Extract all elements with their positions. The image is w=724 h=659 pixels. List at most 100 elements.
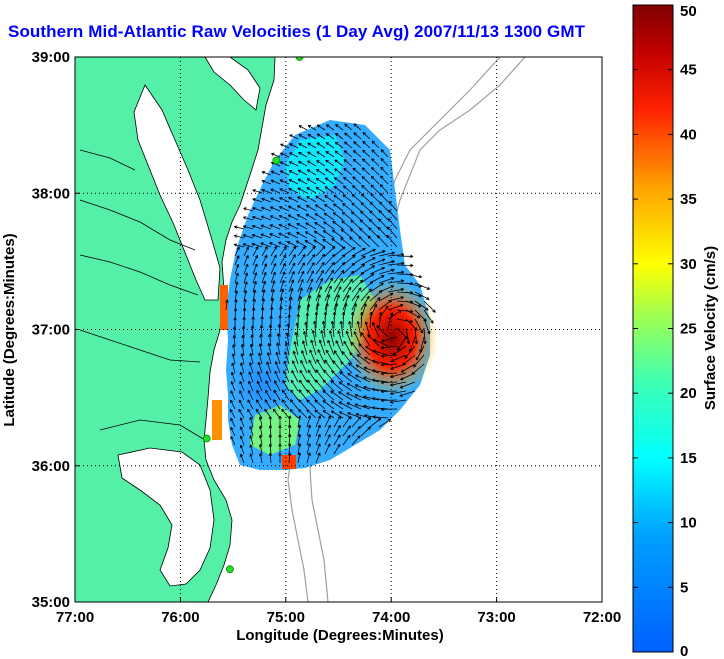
velocity-arrow [273, 389, 281, 401]
velocity-arrow [324, 415, 331, 428]
velocity-arrow [278, 241, 290, 248]
velocity-arrow [243, 298, 247, 311]
velocity-arrow [330, 410, 344, 419]
velocity-arrow [344, 141, 353, 149]
velocity-arrow [268, 434, 273, 446]
velocity-arrow [358, 343, 371, 356]
velocity-arrow [361, 176, 371, 185]
velocity-arrow [239, 444, 245, 455]
velocity-arrow [324, 177, 335, 185]
velocity-arrow [288, 187, 299, 194]
velocity-arrow [380, 407, 398, 412]
velocity-arrow [342, 416, 352, 428]
velocity-arrow [259, 334, 263, 347]
velocity-arrow [351, 271, 365, 284]
x-axis-label: Longitude (Degrees:Minutes) [236, 627, 444, 644]
velocity-arrow [288, 279, 295, 293]
velocity-arrow [284, 341, 290, 356]
velocity-arrow [273, 399, 281, 410]
velocity-arrow [270, 271, 276, 284]
velocity-arrow [289, 152, 299, 158]
velocity-arrow [256, 389, 263, 401]
velocity-arrow [423, 318, 431, 335]
velocity-arrow [258, 343, 263, 356]
velocity-arrow [356, 354, 371, 365]
velocity-arrow [231, 353, 236, 365]
velocity-arrow [369, 210, 380, 221]
velocity-arrow [405, 309, 421, 319]
velocity-arrow [323, 212, 335, 221]
velocity-arrow [371, 406, 389, 410]
velocity-arrow [305, 312, 310, 329]
velocity-arrow [400, 372, 416, 381]
velocity-arrow [288, 196, 299, 203]
velocity-arrow [355, 364, 371, 374]
velocity-arrow [299, 369, 308, 383]
velocity-arrow [252, 198, 263, 203]
velocity-arrow [323, 221, 335, 230]
velocity-arrow [334, 141, 344, 149]
velocity-arrow [414, 282, 431, 290]
velocity-arrow [270, 197, 281, 203]
colorbar-label: Surface Velocity (cm/s) [702, 246, 719, 410]
velocity-arrow [288, 254, 296, 266]
velocity-arrow [364, 414, 380, 419]
velocity-arrow [259, 325, 264, 338]
velocity-arrow [283, 370, 290, 383]
radar-station [295, 57, 304, 61]
velocity-arrow [352, 158, 362, 167]
velocity-arrow [351, 202, 362, 212]
york-river [79, 254, 199, 296]
velocity-arrow [330, 400, 344, 410]
velocity-arrow [335, 132, 344, 140]
velocity-arrow [372, 415, 389, 419]
velocity-arrow [380, 363, 398, 367]
velocity-arrow [239, 435, 245, 446]
velocity-arrow [343, 150, 353, 158]
potomac-river [79, 149, 136, 171]
velocity-arrow [344, 123, 353, 131]
velocity-arrow [297, 187, 308, 194]
velocity-arrow [316, 142, 326, 149]
velocity-arrow [380, 175, 389, 185]
velocity-arrow [240, 344, 245, 356]
velocity-arrow [278, 214, 290, 221]
velocity-arrow [270, 289, 275, 302]
velocity-arrow [338, 401, 353, 410]
velocity-arrow [296, 214, 308, 221]
velocity-arrow [232, 335, 236, 347]
velocity-arrow [405, 327, 411, 344]
velocity-arrow [307, 124, 317, 131]
velocity-arrow [231, 362, 236, 374]
velocity-arrow [279, 188, 290, 194]
velocity-arrow [347, 412, 362, 419]
velocity-arrow [333, 185, 344, 194]
velocity-arrow [285, 332, 290, 347]
velocity-arrow [252, 215, 263, 221]
velocity-arrow [339, 371, 353, 383]
velocity-arrow [297, 279, 304, 293]
velocity-arrow [249, 352, 254, 365]
velocity-arrow [288, 443, 292, 455]
velocity-arrow [309, 349, 317, 365]
velocity-arrow [388, 201, 398, 212]
velocity-arrow [299, 379, 308, 392]
velocity-arrow [369, 417, 382, 428]
velocity-arrow [348, 362, 362, 374]
velocity-arrow [270, 246, 278, 257]
velocity-arrow [306, 409, 317, 419]
velocity-arrow [297, 245, 306, 257]
velocity-arrow [261, 280, 267, 293]
velocity-arrow [270, 263, 277, 275]
velocity-arrow [288, 262, 296, 275]
velocity-arrow [281, 389, 290, 401]
velocity-arrow [331, 370, 344, 383]
velocity-arrow [324, 261, 335, 275]
velocity-arrow [306, 389, 317, 401]
velocity-arrow [233, 308, 238, 320]
velocity-arrow [252, 281, 257, 293]
velocity-arrow [360, 332, 371, 347]
velocity-arrow [276, 333, 281, 347]
velocity-arrow [297, 415, 302, 428]
velocity-arrow [288, 271, 295, 284]
